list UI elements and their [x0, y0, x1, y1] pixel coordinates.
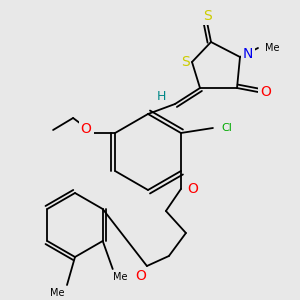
- Text: Cl: Cl: [221, 123, 232, 133]
- Text: Me: Me: [50, 288, 64, 298]
- Text: S: S: [181, 55, 189, 69]
- Text: O: O: [81, 122, 92, 136]
- Text: H: H: [156, 89, 166, 103]
- Text: N: N: [243, 47, 253, 61]
- Text: S: S: [202, 9, 211, 23]
- Text: Me: Me: [113, 272, 128, 282]
- Text: Me: Me: [265, 43, 279, 53]
- Text: O: O: [261, 85, 272, 99]
- Text: O: O: [136, 269, 146, 283]
- Text: O: O: [188, 182, 198, 196]
